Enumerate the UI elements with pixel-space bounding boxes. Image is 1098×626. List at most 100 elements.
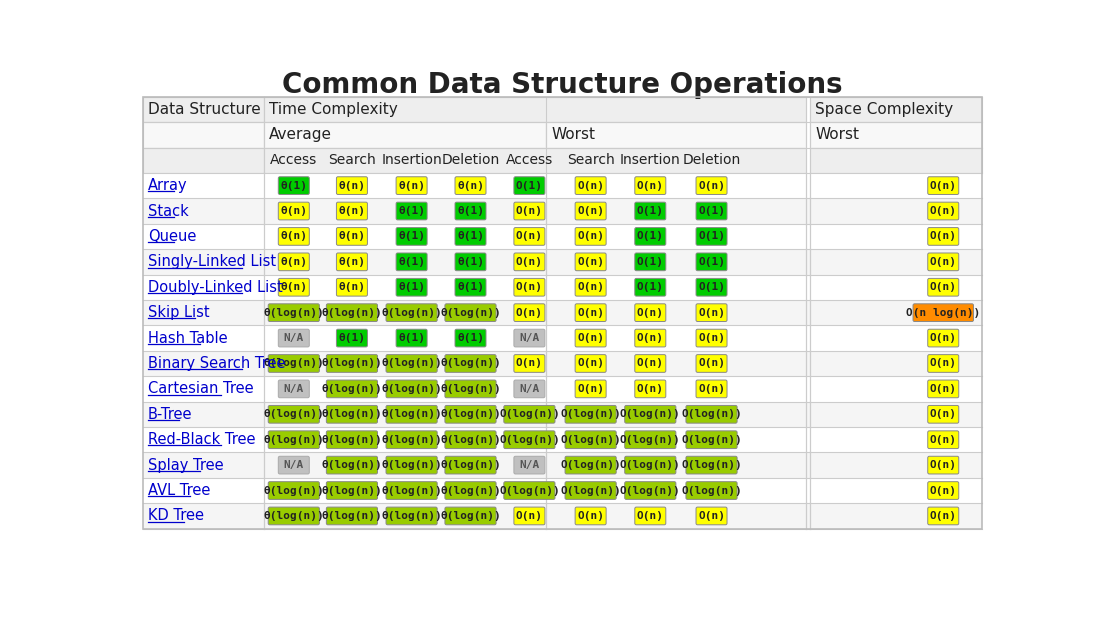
Text: θ(n): θ(n): [457, 181, 484, 190]
Text: θ(1): θ(1): [457, 206, 484, 216]
Text: O(n): O(n): [930, 359, 956, 369]
Text: Data Structure: Data Structure: [148, 102, 261, 117]
Text: Insertion: Insertion: [381, 153, 442, 167]
Bar: [144, 326, 982, 351]
FancyBboxPatch shape: [386, 456, 437, 474]
Text: θ(log(n)): θ(log(n)): [322, 486, 382, 496]
Text: O(1): O(1): [698, 232, 725, 242]
FancyBboxPatch shape: [696, 228, 727, 245]
Text: θ(log(n)): θ(log(n)): [440, 486, 501, 496]
Text: Splay Tree: Splay Tree: [148, 458, 224, 473]
FancyBboxPatch shape: [928, 456, 959, 474]
Text: O(1): O(1): [637, 257, 664, 267]
FancyBboxPatch shape: [445, 507, 496, 525]
FancyBboxPatch shape: [928, 202, 959, 220]
Text: O(n): O(n): [578, 232, 604, 242]
Text: O(1): O(1): [698, 282, 725, 292]
Bar: [144, 427, 982, 453]
FancyBboxPatch shape: [514, 380, 545, 398]
FancyBboxPatch shape: [575, 228, 606, 245]
FancyBboxPatch shape: [696, 380, 727, 398]
FancyBboxPatch shape: [336, 253, 368, 270]
Text: N/A: N/A: [283, 384, 304, 394]
FancyBboxPatch shape: [635, 304, 665, 322]
Text: O(n): O(n): [516, 307, 542, 317]
Text: O(n): O(n): [578, 359, 604, 369]
Bar: [144, 275, 982, 300]
Text: θ(log(n)): θ(log(n)): [264, 359, 324, 369]
Text: Deletion: Deletion: [441, 153, 500, 167]
FancyBboxPatch shape: [445, 481, 496, 500]
Text: θ(log(n)): θ(log(n)): [264, 307, 324, 317]
Text: O(log(n)): O(log(n)): [498, 486, 560, 496]
Bar: [810, 148, 982, 173]
Text: θ(log(n)): θ(log(n)): [381, 434, 442, 444]
Text: θ(log(n)): θ(log(n)): [264, 486, 324, 496]
FancyBboxPatch shape: [278, 253, 310, 270]
Text: θ(1): θ(1): [338, 333, 366, 343]
FancyBboxPatch shape: [914, 304, 974, 322]
FancyBboxPatch shape: [396, 329, 427, 347]
FancyBboxPatch shape: [514, 304, 545, 322]
Text: O(1): O(1): [698, 206, 725, 216]
FancyBboxPatch shape: [514, 228, 545, 245]
FancyBboxPatch shape: [386, 380, 437, 398]
Text: O(log(n)): O(log(n)): [681, 486, 742, 496]
FancyBboxPatch shape: [326, 456, 378, 474]
FancyBboxPatch shape: [696, 507, 727, 525]
Text: θ(n): θ(n): [338, 257, 366, 267]
Text: θ(n): θ(n): [280, 206, 307, 216]
Text: O(n): O(n): [930, 434, 956, 444]
Text: O(1): O(1): [637, 206, 664, 216]
Text: θ(n): θ(n): [280, 232, 307, 242]
Text: θ(n): θ(n): [338, 181, 366, 190]
FancyBboxPatch shape: [625, 481, 676, 500]
FancyBboxPatch shape: [268, 355, 320, 372]
FancyBboxPatch shape: [686, 431, 737, 449]
Text: B-Tree: B-Tree: [148, 407, 192, 422]
Bar: [264, 148, 806, 173]
Text: O(n): O(n): [930, 206, 956, 216]
FancyBboxPatch shape: [696, 202, 727, 220]
FancyBboxPatch shape: [575, 253, 606, 270]
Text: O(n): O(n): [578, 511, 604, 521]
FancyBboxPatch shape: [928, 406, 959, 423]
FancyBboxPatch shape: [504, 406, 554, 423]
Text: θ(log(n)): θ(log(n)): [322, 307, 382, 317]
Bar: [144, 122, 264, 148]
Text: Time Complexity: Time Complexity: [269, 102, 397, 117]
FancyBboxPatch shape: [696, 355, 727, 372]
FancyBboxPatch shape: [575, 507, 606, 525]
FancyBboxPatch shape: [575, 202, 606, 220]
Text: O(log(n)): O(log(n)): [681, 409, 742, 419]
Text: Common Data Structure Operations: Common Data Structure Operations: [282, 71, 843, 99]
FancyBboxPatch shape: [326, 431, 378, 449]
FancyBboxPatch shape: [326, 406, 378, 423]
FancyBboxPatch shape: [445, 456, 496, 474]
Bar: [144, 96, 264, 122]
FancyBboxPatch shape: [445, 431, 496, 449]
Text: O(n): O(n): [698, 181, 725, 190]
Text: Search: Search: [567, 153, 615, 167]
Text: N/A: N/A: [519, 384, 539, 394]
Text: θ(log(n)): θ(log(n)): [440, 460, 501, 470]
Bar: [144, 223, 982, 249]
Text: O(n): O(n): [930, 460, 956, 470]
Text: θ(log(n)): θ(log(n)): [381, 511, 442, 521]
Text: O(n): O(n): [637, 511, 664, 521]
FancyBboxPatch shape: [504, 481, 554, 500]
FancyBboxPatch shape: [396, 253, 427, 270]
FancyBboxPatch shape: [278, 380, 310, 398]
FancyBboxPatch shape: [336, 228, 368, 245]
Text: θ(1): θ(1): [399, 282, 425, 292]
Text: θ(1): θ(1): [399, 333, 425, 343]
Text: O(n): O(n): [578, 206, 604, 216]
Text: N/A: N/A: [283, 333, 304, 343]
FancyBboxPatch shape: [928, 380, 959, 398]
Bar: [144, 478, 982, 503]
Text: Array: Array: [148, 178, 188, 193]
Text: O(n): O(n): [930, 257, 956, 267]
FancyBboxPatch shape: [686, 406, 737, 423]
FancyBboxPatch shape: [575, 279, 606, 296]
Text: Deletion: Deletion: [682, 153, 741, 167]
